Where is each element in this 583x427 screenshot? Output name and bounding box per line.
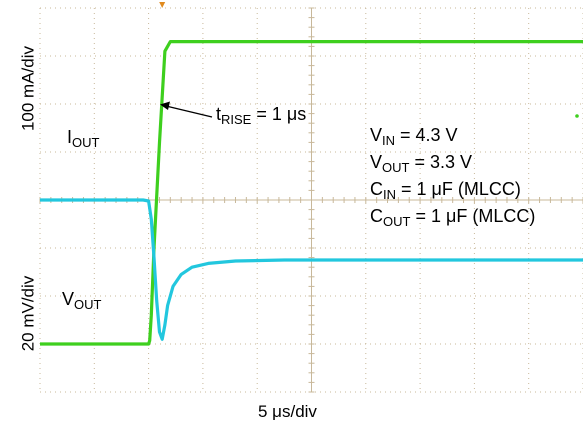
- vout-trace-label: VOUT: [62, 289, 102, 312]
- condition-vin: VIN = 4.3 V: [370, 125, 458, 148]
- rise-arrow-head: [160, 101, 170, 110]
- bottom-y-axis-label: 20 mV/div: [18, 275, 38, 352]
- condition-cout: COUT = 1 μF (MLCC): [370, 206, 536, 229]
- trace-artifact-dot: [575, 114, 579, 118]
- iout-trace-noise: [39, 40, 582, 346]
- rise-time-annotation: tRISE = 1 μs: [216, 104, 307, 127]
- x-axis-label: 5 μs/div: [258, 402, 317, 421]
- rise-arrow-line: [165, 105, 213, 118]
- top-y-axis-label: 100 mA/div: [18, 45, 38, 132]
- condition-cin: CIN = 1 μF (MLCC): [370, 179, 521, 202]
- trigger-marker: [159, 2, 166, 8]
- vout-trace-noise: [39, 198, 582, 342]
- iout-trace-label: IOUT: [67, 127, 100, 150]
- condition-vout: VOUT = 3.3 V: [370, 152, 473, 175]
